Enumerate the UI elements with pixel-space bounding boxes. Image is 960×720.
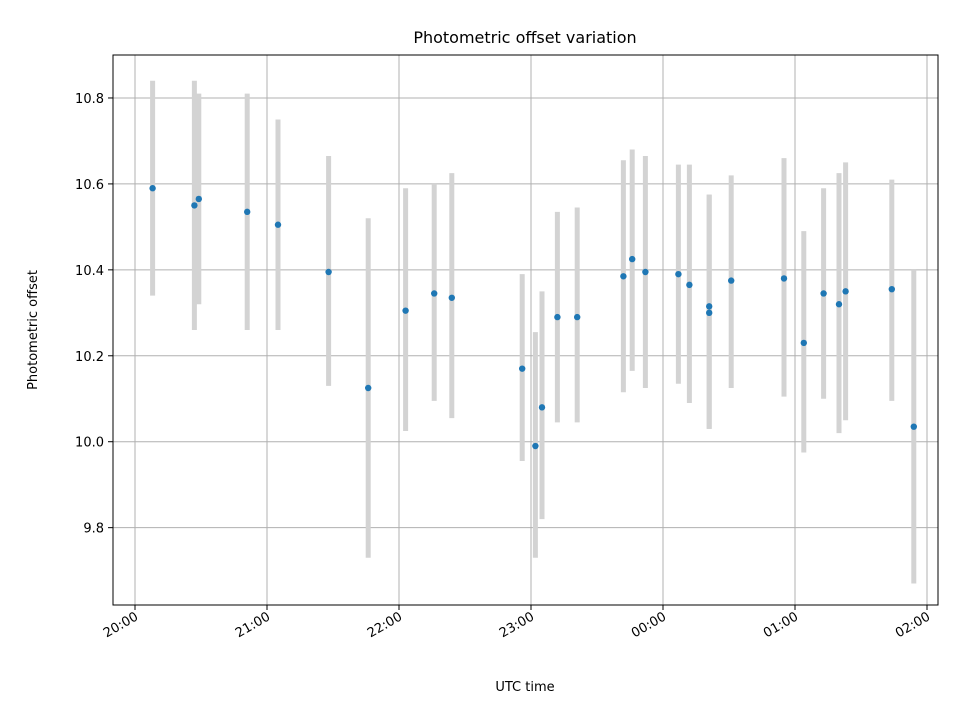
data-point [888, 285, 895, 293]
data-point [800, 339, 807, 347]
data-point [448, 294, 455, 301]
data-point [274, 221, 282, 228]
data-point [728, 277, 735, 284]
data-point [842, 288, 849, 295]
x-tick-label: 02:00 [893, 609, 933, 641]
x-tick-label: 20:00 [101, 609, 141, 641]
x-tick-label: 22:00 [365, 609, 405, 641]
data-point [325, 268, 332, 276]
data-point [780, 275, 788, 282]
data-point [538, 404, 546, 411]
data-point [675, 270, 682, 278]
data-point [195, 195, 202, 203]
data-point [835, 301, 843, 308]
y-tick-label: 9.8 [83, 522, 104, 537]
data-point [820, 290, 827, 297]
y-axis-ticks: 9.8 10.0 10.2 10.4 10.6 10.8 [75, 92, 113, 537]
x-axis-ticks: 20:00 21:00 22:00 23:00 00:00 01:00 02:00 [101, 605, 933, 641]
plot-frame [112, 54, 939, 606]
x-tick-label: 00:00 [629, 609, 669, 641]
data-points [149, 185, 917, 450]
data-point [554, 313, 561, 321]
x-tick-label: 01:00 [761, 609, 801, 641]
y-axis-label: Photometric offset [26, 270, 41, 390]
data-point [910, 423, 917, 430]
x-tick-label: 23:00 [497, 609, 537, 641]
x-axis-label: UTC time [495, 680, 554, 695]
chart-title: Photometric offset variation [413, 28, 636, 47]
data-point [620, 273, 627, 280]
data-point [149, 185, 156, 192]
y-tick-label: 10.8 [75, 92, 104, 107]
x-tick-label: 21:00 [233, 609, 273, 641]
data-point [706, 309, 713, 317]
data-point [402, 307, 409, 314]
y-tick-label: 10.6 [75, 178, 104, 193]
data-point [706, 303, 713, 310]
data-point [574, 313, 581, 321]
data-point [191, 202, 198, 209]
data-point [244, 208, 251, 216]
data-point [532, 442, 539, 450]
data-point [519, 365, 526, 372]
y-tick-label: 10.2 [75, 350, 104, 365]
data-point [365, 384, 372, 392]
data-point [629, 255, 636, 263]
y-tick-label: 10.4 [75, 264, 104, 279]
data-point [686, 281, 693, 289]
data-point [431, 290, 438, 297]
y-tick-label: 10.0 [75, 436, 104, 451]
grid [113, 55, 938, 605]
data-point [642, 268, 649, 276]
